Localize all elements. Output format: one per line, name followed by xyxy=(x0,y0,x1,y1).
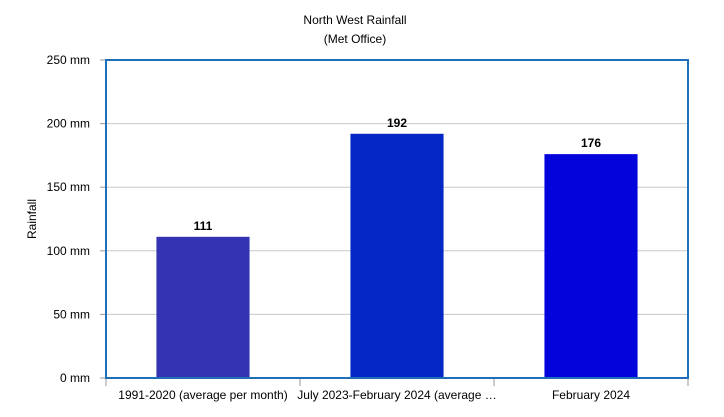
y-tick-label: 250 mm xyxy=(47,53,90,67)
x-tick-label: July 2023-February 2024 (average … xyxy=(297,388,496,402)
plot-frame xyxy=(105,59,689,379)
bar xyxy=(350,133,444,378)
y-tick-label: 50 mm xyxy=(53,307,90,321)
y-tick-label: 100 mm xyxy=(47,244,90,258)
chart-title: North West Rainfall xyxy=(303,13,406,27)
bar xyxy=(156,236,250,378)
data-labels: 111 192 176 xyxy=(194,116,602,233)
y-axis-ticks: 0 mm 50 mm 100 mm 150 mm 200 mm 250 mm xyxy=(47,53,106,385)
data-label: 176 xyxy=(581,136,601,150)
y-tick-label: 200 mm xyxy=(47,117,90,131)
y-axis-label: Rainfall xyxy=(25,199,39,239)
y-tick-label: 150 mm xyxy=(47,180,90,194)
bar xyxy=(544,154,638,378)
x-axis-ticks: 1991-2020 (average per month) July 2023-F… xyxy=(105,377,689,402)
x-tick-label: 1991-2020 (average per month) xyxy=(118,388,287,402)
chart-subtitle: (Met Office) xyxy=(324,32,386,46)
x-tick-label: February 2024 xyxy=(552,388,630,402)
bars xyxy=(156,133,638,378)
data-label: 192 xyxy=(387,116,407,130)
y-tick-label: 0 mm xyxy=(60,371,90,385)
data-label: 111 xyxy=(194,219,213,233)
